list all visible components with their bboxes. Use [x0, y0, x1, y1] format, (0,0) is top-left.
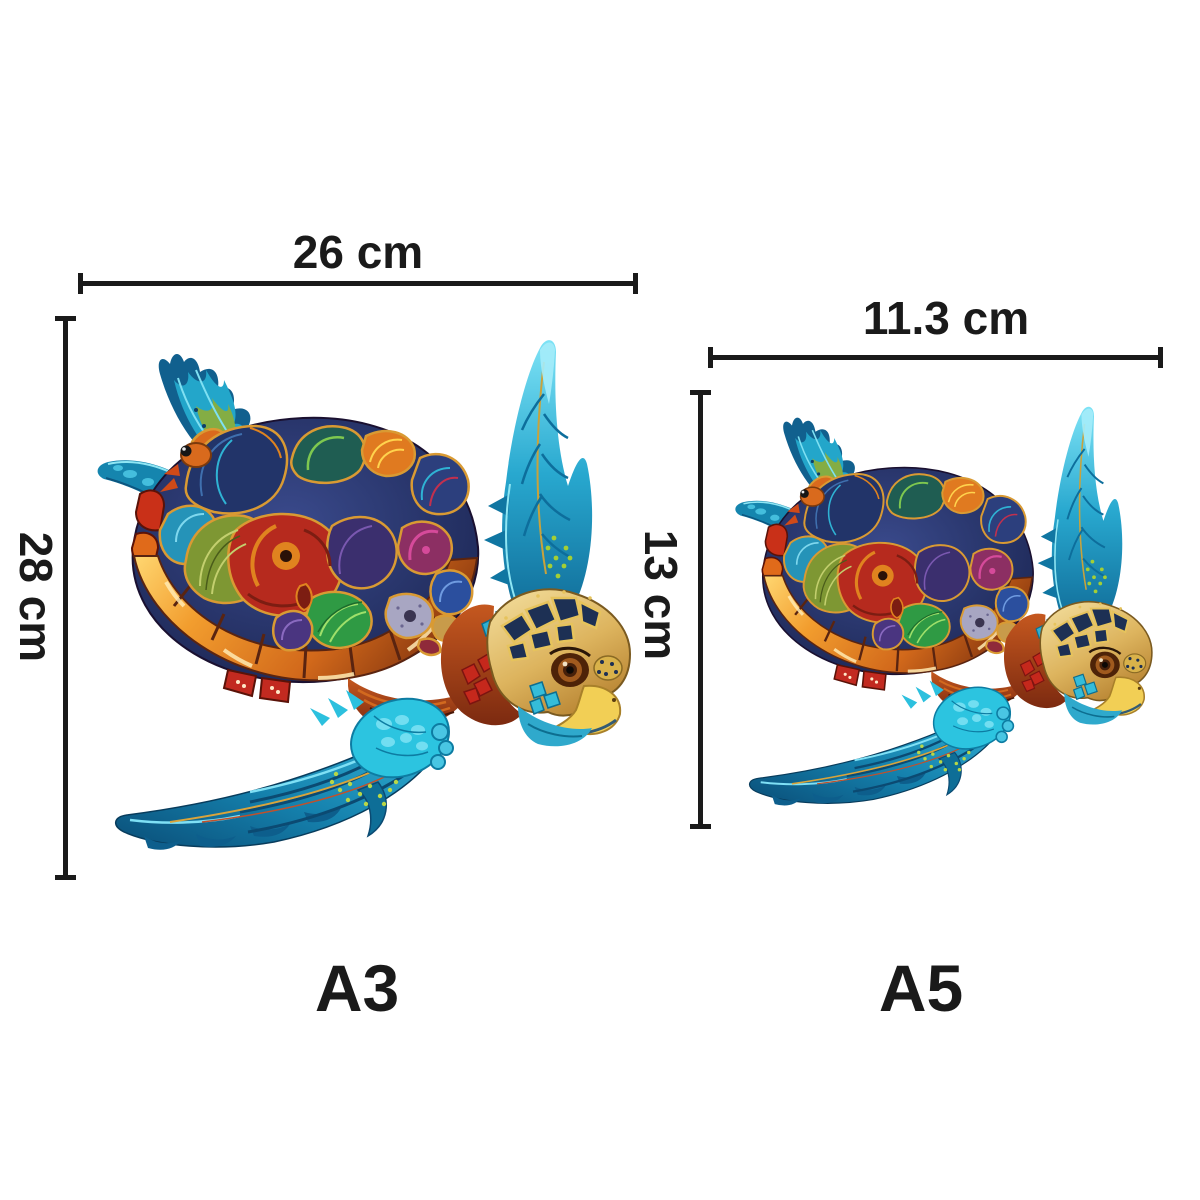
sea-turtle-illustration-a3: [95, 338, 632, 852]
a3-width-dimension-line: [78, 273, 638, 294]
a3-width-label: 26 cm: [292, 226, 424, 278]
a5-height-dimension-line: [690, 390, 711, 829]
a3-height-label: 28 cm: [10, 531, 62, 663]
a5-size-label: A5: [878, 951, 964, 1025]
a5-height-label: 13 cm: [635, 529, 687, 661]
a3-height-dimension-line: [55, 316, 76, 880]
a3-size-label: A3: [314, 951, 400, 1025]
a5-width-dimension-line: [708, 347, 1163, 368]
sea-turtle-illustration-a5: [733, 405, 1154, 808]
a5-width-label: 11.3 cm: [862, 292, 1030, 344]
